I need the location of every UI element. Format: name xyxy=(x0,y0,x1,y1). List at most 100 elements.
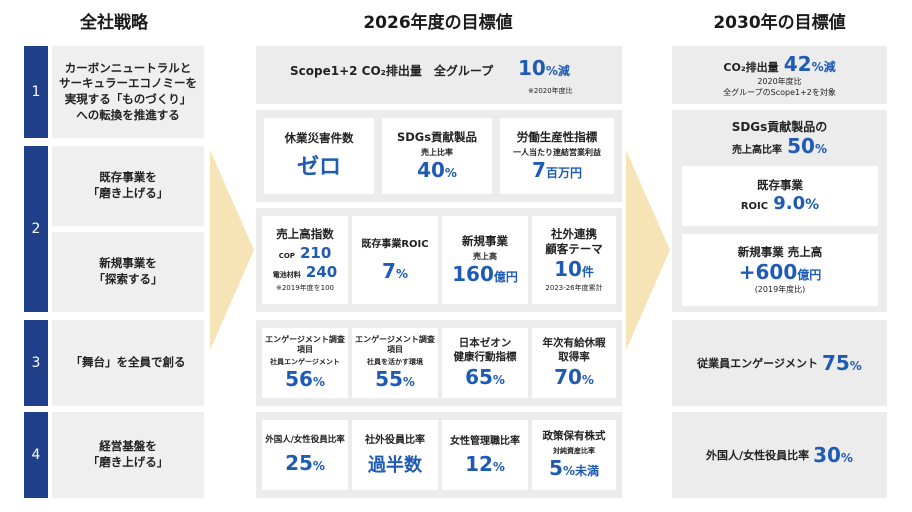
r2030-new-business-tile: 新規事業 売上高 +600億円 (2019年度比) xyxy=(682,234,878,306)
tile-leave-value: 70 xyxy=(554,364,582,389)
arrow-left-icon xyxy=(210,150,254,350)
target-2026-row2: 休業災害件数 ゼロ SDGs貢献製品 売上比率 40% 労働生産性指標 一人当た… xyxy=(256,110,622,202)
tile-productivity: 労働生産性指標 一人当たり連結営業利益 7百万円 xyxy=(500,118,614,194)
sales-index-battery-label: 電池材料 xyxy=(272,271,301,280)
r2030-co2-note1: 2020年度比 xyxy=(757,77,802,86)
co2-note: ※2020年度比 xyxy=(528,87,573,95)
r2030-new-business-value: +600 xyxy=(738,259,798,284)
tile-female-managers-title: 女性管理職比率 xyxy=(450,435,520,447)
tile-engagement-2-value: 55 xyxy=(375,367,403,392)
tile-officer-ratio-value: 25 xyxy=(285,450,313,475)
tile-productivity-title: 労働生産性指標 xyxy=(516,130,598,145)
target-2030-engagement: 従業員エンゲージメント 75% xyxy=(672,320,887,406)
co2-unit: %減 xyxy=(545,64,570,78)
tile-health-value: 65 xyxy=(465,364,493,389)
target-2030-officers: 外国人/女性役員比率 30% xyxy=(672,412,887,498)
tile-engagement-2-unit: % xyxy=(402,375,415,390)
tile-policy-shares: 政策保有株式 対純資産比率 5%未満 xyxy=(532,420,616,490)
tile-new-business-unit: 億円 xyxy=(493,269,518,284)
strategy-2a-text: 既存事業を 「磨き上げる」 xyxy=(52,146,204,226)
tile-health-title: 日本ゼオン 健康行動指標 xyxy=(453,337,517,363)
tile-sdgs-sub: 売上比率 xyxy=(421,147,453,157)
tile-female-managers-value: 12 xyxy=(465,451,493,476)
tile-health-unit: % xyxy=(492,372,505,387)
tile-collaboration: 社外連携 顧客テーマ 10件 2023-26年度累計 xyxy=(532,216,616,304)
tile-productivity-sub: 一人当たり連結営業利益 xyxy=(513,147,601,157)
tile-roic-unit: % xyxy=(395,266,408,281)
tile-engagement-2-title: エンゲージメント調査項目 xyxy=(355,334,435,354)
sales-index-cop-value: 210 xyxy=(300,244,332,263)
r2030-officers-value: 30 xyxy=(813,443,841,467)
tile-engagement-2-sub: 社員を活かす環境 xyxy=(367,358,423,367)
r2030-co2-unit: %減 xyxy=(811,60,836,74)
strategy-number-2: 2 xyxy=(24,146,48,312)
tile-engagement-1-unit: % xyxy=(312,375,325,390)
strategy-number-1: 1 xyxy=(24,46,48,138)
tile-policy-shares-unit: %未満 xyxy=(562,463,599,478)
r2030-new-business-title: 新規事業 売上高 xyxy=(737,245,823,260)
r2030-co2-label: CO₂排出量 xyxy=(723,61,779,74)
tile-female-managers-unit: % xyxy=(492,459,505,474)
tile-officer-ratio: 外国人/女性役員比率 25% xyxy=(262,420,348,490)
tile-sdgs-value: 40 xyxy=(417,157,445,182)
tile-leave-title: 年次有給休暇 取得率 xyxy=(542,337,606,363)
r2030-sdgs-label: 売上高比率 xyxy=(732,145,783,156)
target-2030-co2: CO₂排出量 42%減 2020年度比 全グループのScope1+2を対象 xyxy=(672,46,887,104)
tile-sdgs: SDGs貢献製品 売上比率 40% xyxy=(382,118,492,194)
r2030-roic-value: 9.0 xyxy=(773,192,806,214)
tile-accidents-value: ゼロ xyxy=(296,155,341,181)
tile-officer-ratio-unit: % xyxy=(312,458,325,473)
sales-index-battery-value: 240 xyxy=(305,263,338,282)
target-2026-row4: 外国人/女性役員比率 25% 社外役員比率 過半数 女性管理職比率 12% 政策… xyxy=(256,412,622,498)
tile-policy-shares-value: 5 xyxy=(549,455,563,480)
header-strategy: 全社戦略 xyxy=(80,13,148,33)
header-2030: 2030年の目標値 xyxy=(713,13,846,33)
strategy-2b-text: 新規事業を 「探索する」 xyxy=(52,232,204,312)
tile-engagement-1-value: 56 xyxy=(285,367,313,392)
co2-value: 10 xyxy=(518,56,546,80)
tile-sdgs-unit: % xyxy=(444,165,457,180)
r2030-engagement-value: 75 xyxy=(821,351,850,375)
tile-leave: 年次有給休暇 取得率 70% xyxy=(532,328,616,398)
tile-new-business-sub: 売上高 xyxy=(473,251,497,261)
tile-officer-ratio-title: 外国人/女性役員比率 xyxy=(265,435,345,446)
header-2026: 2026年度の目標値 xyxy=(363,13,513,33)
tile-collaboration-value: 10 xyxy=(554,256,582,281)
tile-sdgs-title: SDGs貢献製品 xyxy=(396,130,478,145)
target-2030-business: SDGs貢献製品の 売上高比率 50% 既存事業 ROIC 9.0% 新規事業 … xyxy=(672,110,887,312)
r2030-roic-title: 既存事業 xyxy=(757,178,803,193)
tile-roic-title: 既存事業ROIC xyxy=(361,238,429,250)
tile-engagement-1-title: エンゲージメント調査項目 xyxy=(265,334,345,354)
sales-index-cop-label: COP xyxy=(278,252,295,261)
tile-new-business-value: 160 xyxy=(452,261,494,286)
tile-leave-unit: % xyxy=(581,372,594,387)
tile-health: 日本ゼオン 健康行動指標 65% xyxy=(442,328,528,398)
r2030-new-business-unit: 億円 xyxy=(797,267,822,282)
target-2026-row3: エンゲージメント調査項目 社員エンゲージメント 56% エンゲージメント調査項目… xyxy=(256,320,622,406)
tile-engagement-1-sub: 社員エンゲージメント xyxy=(270,358,340,367)
tile-collaboration-title: 社外連携 顧客テーマ xyxy=(545,227,603,256)
r2030-roic-label: ROIC xyxy=(740,200,769,212)
strategy-number-3: 3 xyxy=(24,320,48,406)
tile-accidents: 休業災害件数 ゼロ xyxy=(264,118,374,194)
r2030-new-business-note: (2019年度比) xyxy=(754,284,806,294)
tile-productivity-unit: 百万円 xyxy=(545,165,582,180)
tile-productivity-value: 7 xyxy=(532,157,546,182)
tile-engagement-1: エンゲージメント調査項目 社員エンゲージメント 56% xyxy=(262,328,348,398)
r2030-co2-value: 42 xyxy=(783,52,812,76)
tile-new-business: 新規事業 売上高 160億円 xyxy=(442,216,528,304)
arrow-right-icon xyxy=(626,150,670,350)
tile-roic: 既存事業ROIC 7% xyxy=(352,216,438,304)
strategy-1-text: カーボンニュートラルと サーキュラーエコノミーを 実現する「ものづくり」 への転… xyxy=(52,46,204,138)
r2030-engagement-unit: % xyxy=(849,359,862,373)
tile-roic-value: 7 xyxy=(382,258,396,283)
tile-outside-officers: 社外役員比率 過半数 xyxy=(352,420,438,490)
tile-outside-officers-title: 社外役員比率 xyxy=(365,434,425,446)
tile-accidents-title: 休業災害件数 xyxy=(284,130,354,145)
r2030-roic-tile: 既存事業 ROIC 9.0% xyxy=(682,166,878,226)
r2030-co2-note2: 全グループのScope1+2を対象 xyxy=(723,88,836,97)
strategy-4-text: 経営基盤を 「磨き上げる」 xyxy=(52,412,204,498)
tile-female-managers: 女性管理職比率 12% xyxy=(442,420,528,490)
tile-sales-index-note: ※2019年度を100 xyxy=(275,284,335,293)
r2030-sdgs-value: 50 xyxy=(787,134,815,158)
